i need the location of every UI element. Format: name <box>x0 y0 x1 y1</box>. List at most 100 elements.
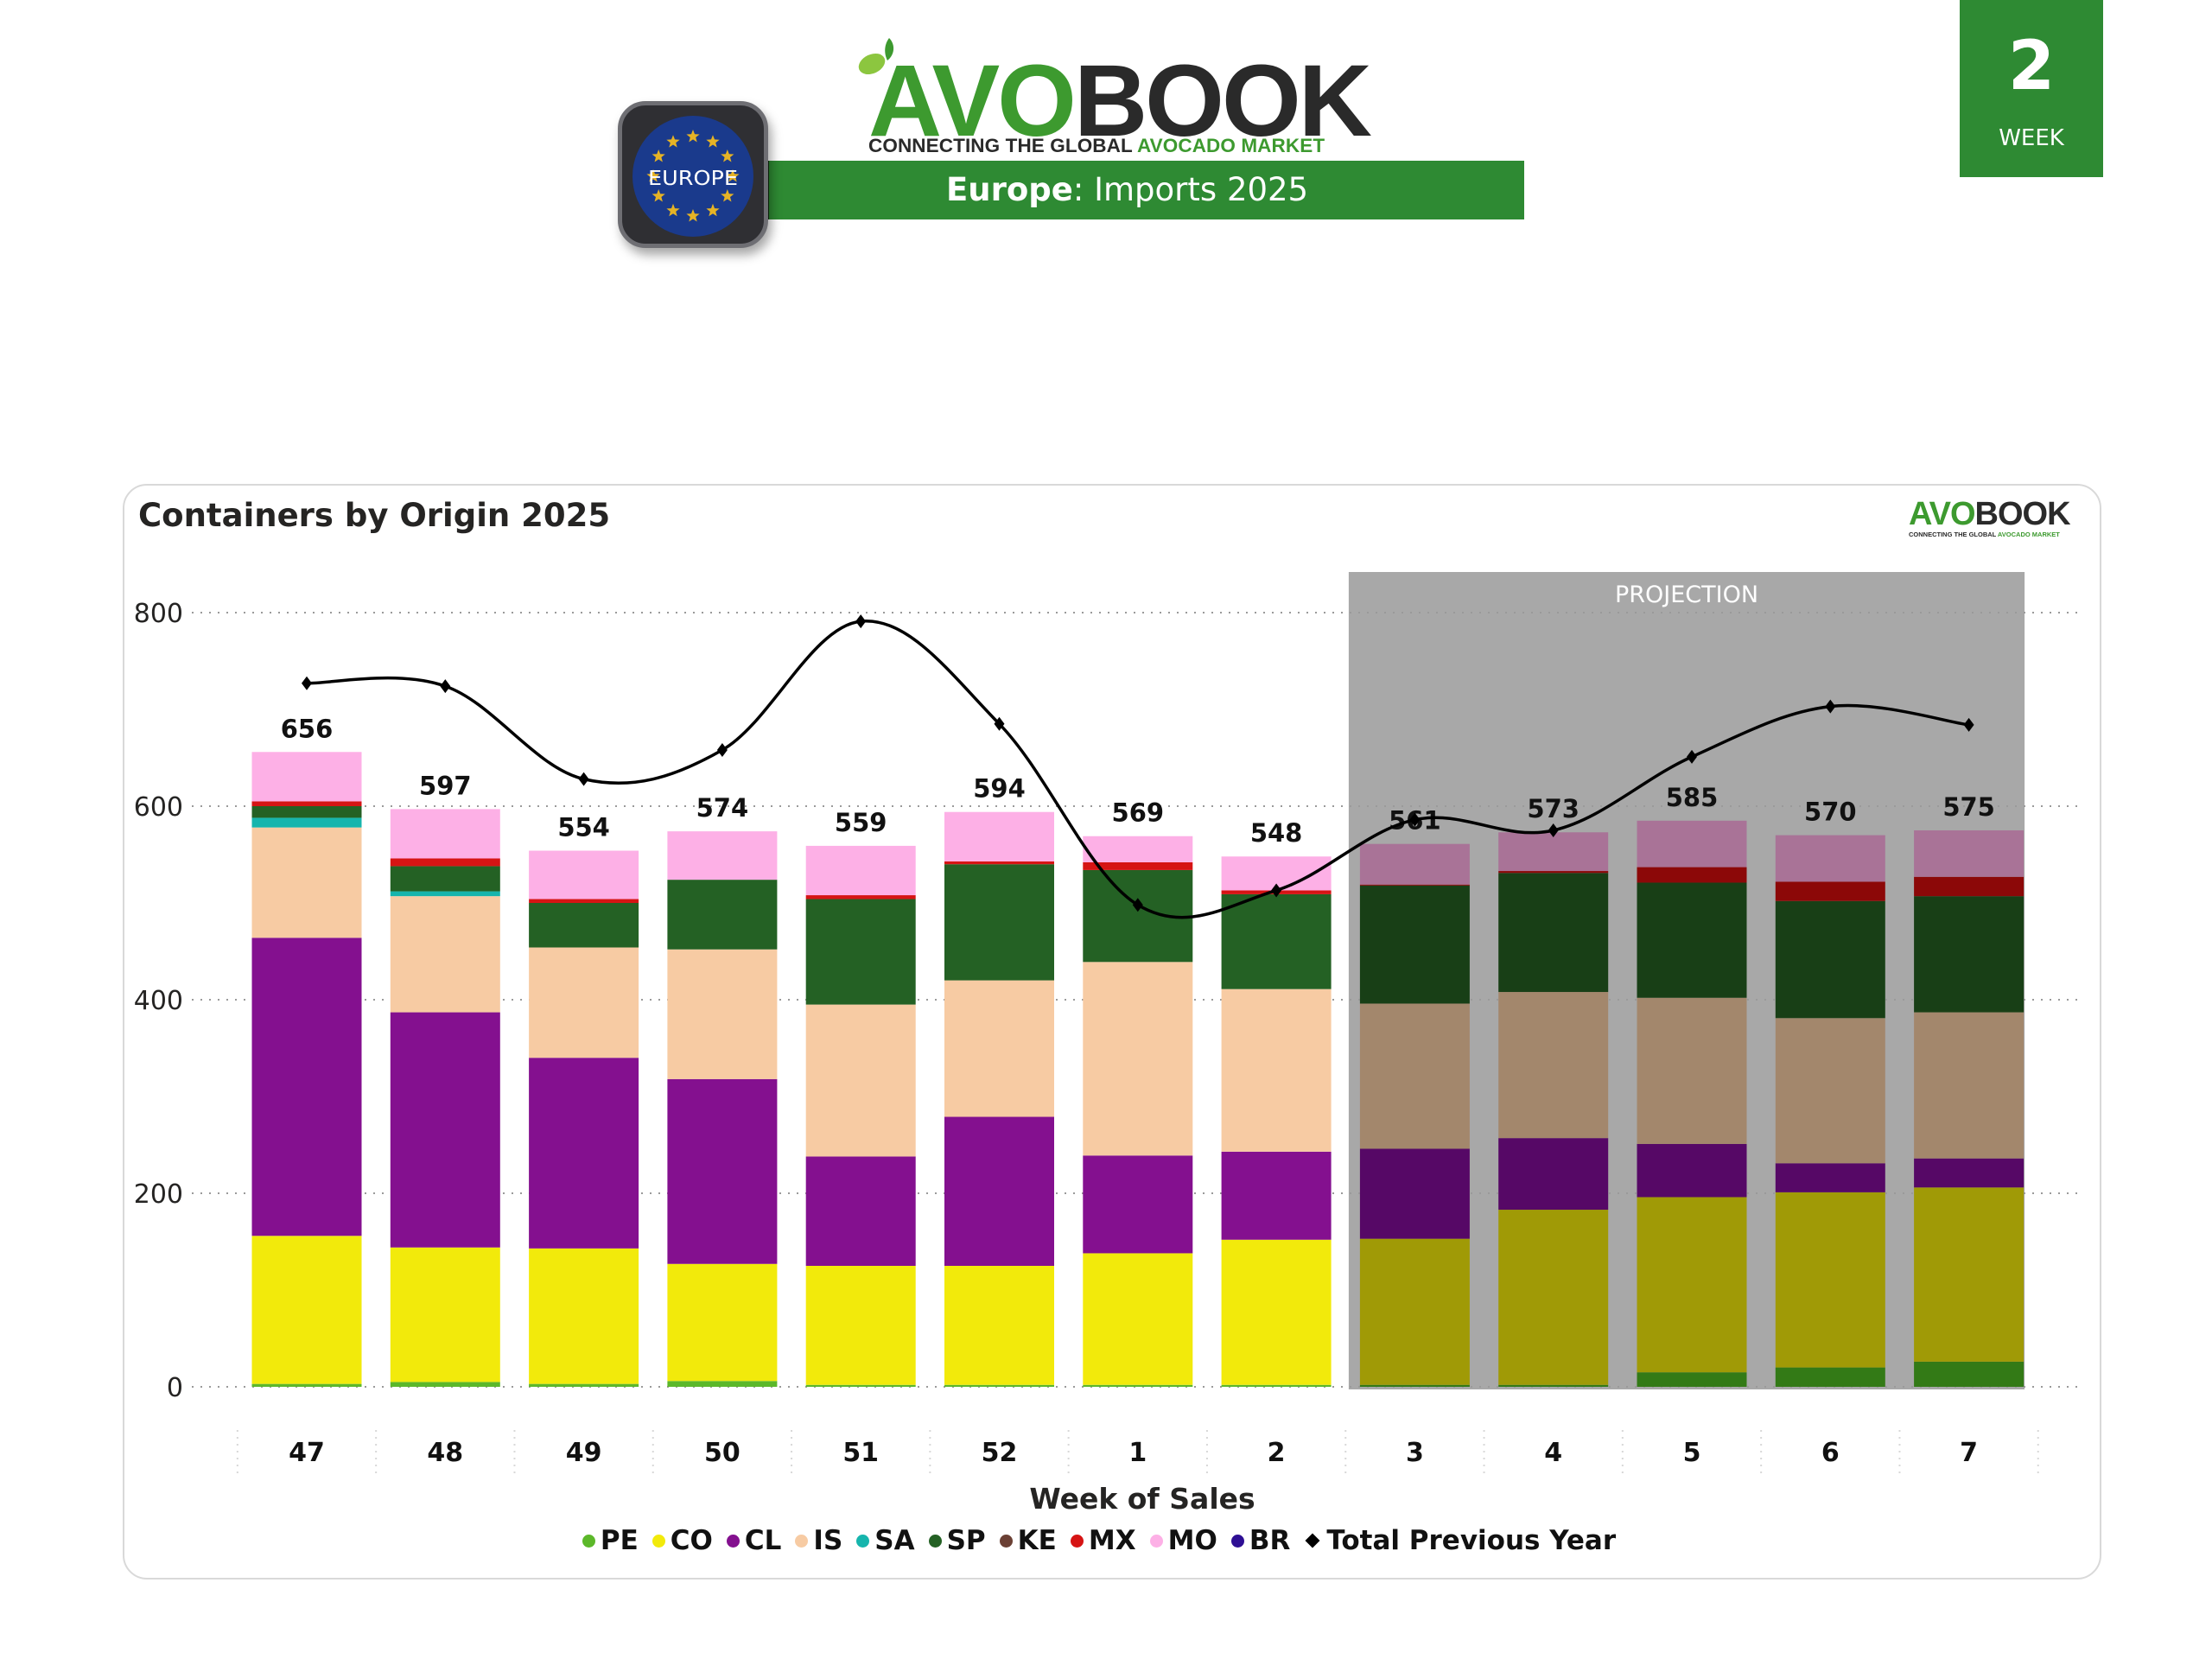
bar-segment-pe[interactable] <box>944 1384 1054 1387</box>
previous-year-point[interactable] <box>994 716 1005 731</box>
bar-segment-is[interactable] <box>1498 992 1609 1139</box>
bar-segment-mo[interactable] <box>805 845 916 896</box>
bar-segment-mx[interactable] <box>390 858 500 867</box>
bar-segment-pe[interactable] <box>1221 1384 1332 1387</box>
bar-segment-sp[interactable] <box>667 880 778 950</box>
bar-segment-sp[interactable] <box>390 866 500 892</box>
legend-item-total-previous-year[interactable]: Total Previous Year <box>1304 1525 1616 1556</box>
bar-segment-pe[interactable] <box>529 1383 639 1387</box>
legend-item-cl[interactable]: CL <box>726 1525 781 1556</box>
legend-item-is[interactable]: IS <box>795 1525 842 1556</box>
bar-segment-cl[interactable] <box>1637 1143 1747 1198</box>
bar-segment-pe[interactable] <box>1083 1384 1193 1387</box>
bar-segment-pe[interactable] <box>667 1381 778 1387</box>
bar-segment-sp[interactable] <box>944 864 1054 981</box>
bar-segment-cl[interactable] <box>1083 1155 1193 1254</box>
bar-segment-mo[interactable] <box>1359 843 1470 885</box>
bar-segment-pe[interactable] <box>1359 1384 1470 1387</box>
legend-item-ke[interactable]: KE <box>999 1525 1057 1556</box>
previous-year-point[interactable] <box>1825 699 1836 714</box>
previous-year-point[interactable] <box>716 743 728 758</box>
bar-segment-sp[interactable] <box>1498 873 1609 993</box>
legend-item-sa[interactable]: SA <box>856 1525 915 1556</box>
bar-segment-cl[interactable] <box>1914 1158 2024 1188</box>
previous-year-point[interactable] <box>1687 749 1697 764</box>
bar-segment-pe[interactable] <box>390 1382 500 1387</box>
bar-segment-is[interactable] <box>1359 1003 1470 1149</box>
bar-segment-is[interactable] <box>667 949 778 1079</box>
previous-year-point[interactable] <box>1271 883 1282 898</box>
legend-item-co[interactable]: CO <box>652 1525 713 1556</box>
bar-segment-co[interactable] <box>390 1247 500 1382</box>
bar-segment-co[interactable] <box>251 1236 362 1384</box>
bar-segment-cl[interactable] <box>1359 1148 1470 1239</box>
bar-segment-cl[interactable] <box>1775 1163 1885 1192</box>
bar-segment-is[interactable] <box>1221 988 1332 1152</box>
previous-year-point[interactable] <box>440 679 451 694</box>
bar-segment-is[interactable] <box>251 827 362 938</box>
bar-segment-sa[interactable] <box>251 817 362 828</box>
bar-segment-cl[interactable] <box>390 1012 500 1248</box>
bar-segment-mx[interactable] <box>1498 871 1609 874</box>
bar-segment-sp[interactable] <box>1775 900 1885 1019</box>
bar-segment-cl[interactable] <box>944 1116 1054 1266</box>
bar-segment-is[interactable] <box>1775 1018 1885 1164</box>
bar-segment-is[interactable] <box>1083 962 1193 1156</box>
bar-segment-pe[interactable] <box>251 1383 362 1387</box>
bar-segment-cl[interactable] <box>667 1078 778 1264</box>
bar-segment-co[interactable] <box>1221 1239 1332 1385</box>
bar-segment-sp[interactable] <box>1221 893 1332 989</box>
bar-segment-mo[interactable] <box>667 831 778 880</box>
previous-year-point[interactable] <box>1963 717 1974 732</box>
bar-segment-sa[interactable] <box>390 891 500 897</box>
legend-item-br[interactable]: BR <box>1230 1525 1290 1556</box>
bar-segment-pe[interactable] <box>805 1384 916 1387</box>
bar-segment-is[interactable] <box>1914 1012 2024 1159</box>
bar-segment-co[interactable] <box>805 1266 916 1385</box>
bar-segment-co[interactable] <box>1498 1210 1609 1385</box>
bar-segment-cl[interactable] <box>529 1058 639 1249</box>
bar-segment-co[interactable] <box>667 1263 778 1382</box>
bar-segment-is[interactable] <box>944 980 1054 1117</box>
bar-segment-is[interactable] <box>529 947 639 1058</box>
bar-segment-mo[interactable] <box>1775 835 1885 882</box>
bar-segment-mx[interactable] <box>529 899 639 903</box>
bar-segment-mx[interactable] <box>805 895 916 899</box>
bar-segment-mo[interactable] <box>390 809 500 859</box>
bar-segment-mx[interactable] <box>1775 881 1885 901</box>
bar-segment-mo[interactable] <box>1914 830 2024 877</box>
bar-segment-mx[interactable] <box>944 861 1054 865</box>
bar-segment-mo[interactable] <box>1637 820 1747 868</box>
bar-segment-co[interactable] <box>1775 1192 1885 1368</box>
bar-segment-co[interactable] <box>529 1248 639 1384</box>
bar-segment-pe[interactable] <box>1914 1361 2024 1387</box>
bar-segment-sp[interactable] <box>529 903 639 948</box>
previous-year-point[interactable] <box>1548 823 1559 837</box>
legend-item-mx[interactable]: MX <box>1070 1525 1136 1556</box>
bar-segment-sp[interactable] <box>1359 885 1470 1004</box>
bar-segment-cl[interactable] <box>1498 1138 1609 1211</box>
bar-segment-co[interactable] <box>1359 1238 1470 1385</box>
previous-year-point[interactable] <box>1132 898 1143 912</box>
legend-item-sp[interactable]: SP <box>928 1525 986 1556</box>
legend-item-pe[interactable]: PE <box>582 1525 639 1556</box>
bar-segment-mo[interactable] <box>251 752 362 802</box>
bar-segment-mx[interactable] <box>1637 867 1747 883</box>
previous-year-point[interactable] <box>855 614 867 629</box>
bar-segment-co[interactable] <box>1637 1197 1747 1373</box>
bar-segment-cl[interactable] <box>1221 1151 1332 1240</box>
bar-segment-mo[interactable] <box>1498 832 1609 872</box>
bar-segment-co[interactable] <box>944 1266 1054 1385</box>
bar-segment-mx[interactable] <box>1359 884 1470 886</box>
bar-segment-mx[interactable] <box>251 801 362 806</box>
previous-year-point[interactable] <box>578 772 589 786</box>
bar-segment-sp[interactable] <box>805 899 916 1005</box>
legend-item-mo[interactable]: MO <box>1149 1525 1217 1556</box>
previous-year-point[interactable] <box>302 676 312 690</box>
bar-segment-pe[interactable] <box>1637 1372 1747 1387</box>
bar-segment-sp[interactable] <box>1637 882 1747 998</box>
bar-segment-mo[interactable] <box>944 811 1054 861</box>
bar-segment-mx[interactable] <box>1083 861 1193 870</box>
bar-segment-co[interactable] <box>1083 1253 1193 1385</box>
previous-year-point[interactable] <box>1409 812 1421 827</box>
